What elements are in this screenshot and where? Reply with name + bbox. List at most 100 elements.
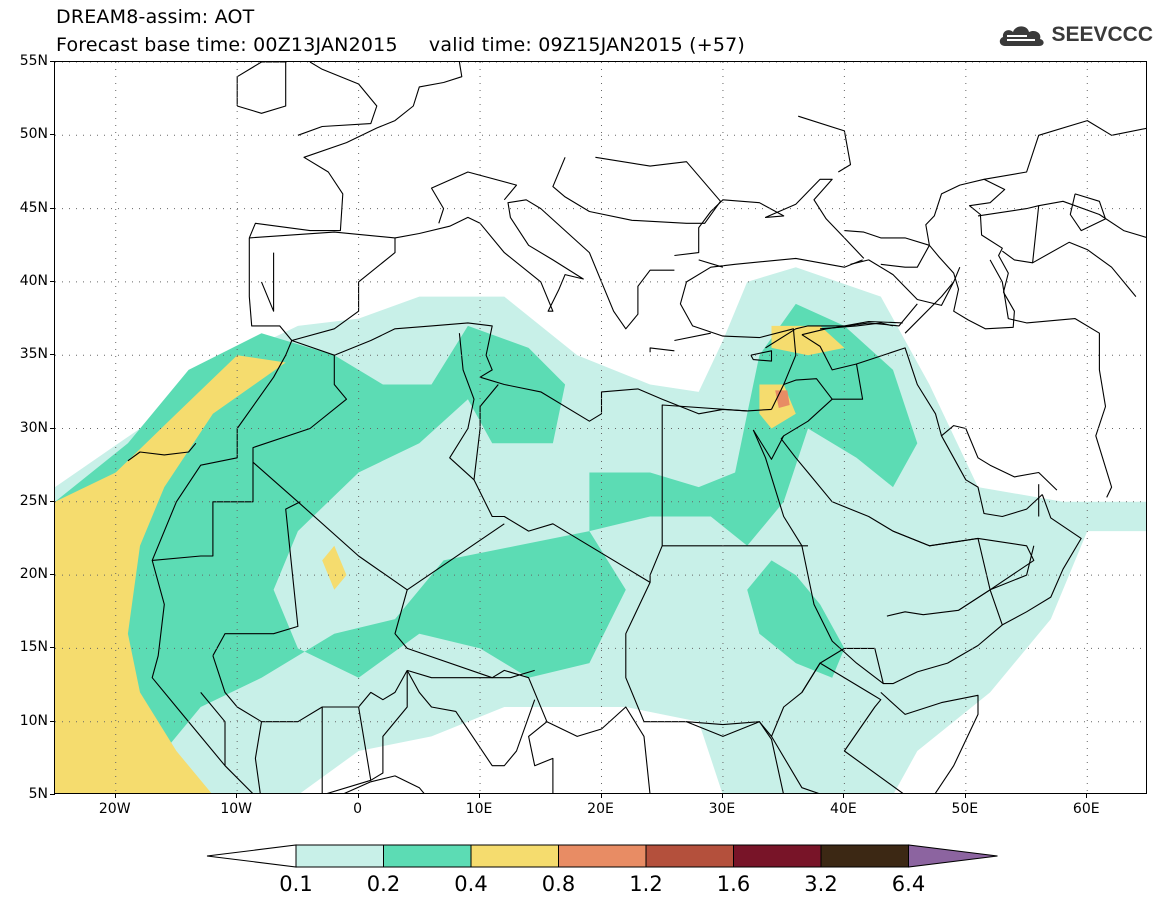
longitude-tick [236, 793, 238, 798]
boundary-line [686, 721, 784, 793]
boundary-line [844, 230, 930, 246]
aot-contour-region [747, 560, 845, 678]
longitude-tick [843, 793, 845, 798]
boundary-line [752, 429, 785, 460]
latitude-tick-label: 15N [19, 639, 48, 656]
boundary-line [771, 736, 820, 793]
boundary-line [983, 120, 1146, 180]
boundary-line [674, 332, 711, 342]
latitude-tick-label: 40N [19, 272, 48, 289]
colorbar-segment [295, 844, 384, 868]
longitude-tick-label: 0 [353, 801, 363, 817]
boundary-line [473, 384, 651, 583]
boundary-line [880, 691, 979, 793]
boundary-line [297, 62, 378, 136]
latitude-tick [50, 427, 55, 429]
boundary-line [880, 245, 930, 268]
chart-title: DREAM8-assim: AOT [56, 6, 255, 28]
latitude-tick-label: 20N [19, 566, 48, 583]
boundary-line [661, 404, 808, 547]
boundary-line [151, 340, 293, 793]
latitude-tick-label: 55N [19, 53, 48, 69]
boundary-line [212, 501, 301, 656]
latitude-tick-label: 45N [19, 199, 48, 216]
aot-contour-region [55, 325, 626, 793]
longitude-tick [114, 793, 116, 798]
boundary-line [625, 545, 845, 737]
longitude-tick [600, 793, 602, 798]
gridlines [55, 62, 1146, 793]
latitude-tick-label: 50N [19, 126, 48, 143]
cloud-icon [1000, 26, 1045, 46]
aot-contour-region [55, 355, 286, 793]
boundary-line [674, 178, 865, 259]
latitude-tick [50, 134, 55, 136]
longitude-tick [357, 793, 359, 798]
colorbar-level-label: 0.2 [366, 872, 401, 896]
boundary-line [394, 199, 675, 330]
longitude-tick-label: 50E [951, 801, 979, 817]
forecast-times: Forecast base time: 00Z13JAN2015 valid t… [56, 34, 746, 56]
latitude-tick-label: 5N [28, 786, 48, 802]
longitude-tick-label: 60E [1072, 801, 1100, 817]
boundary-line [1069, 193, 1107, 232]
boundary-line [904, 281, 955, 334]
aot-contour-region [589, 303, 918, 546]
boundary-line [449, 333, 475, 481]
colorbar-segment [470, 844, 559, 868]
boundary-line [798, 115, 852, 173]
colorbar-low-extension [206, 844, 297, 868]
boundary-line [649, 347, 675, 353]
boundary-line [1038, 200, 1146, 238]
boundary-line [248, 62, 463, 239]
boundary-line [127, 442, 197, 462]
latitude-tick [50, 207, 55, 209]
longitude-tick-label: 30E [708, 801, 736, 817]
longitude-tick [721, 793, 723, 798]
boundary-line [407, 669, 535, 679]
logo-text: SEEVCCC [1051, 23, 1153, 46]
boundary-line [260, 252, 275, 312]
boundary-line [765, 320, 903, 349]
boundary-line [321, 670, 408, 793]
boundary-line [977, 205, 1040, 264]
boundary-line [783, 334, 864, 400]
colorbar-segment [820, 844, 909, 868]
boundary-line [856, 347, 943, 436]
colorbar-segment [645, 844, 734, 868]
aot-contour-region [322, 545, 347, 590]
colorbar-level-label: 1.6 [716, 872, 751, 896]
colorbar-segment [383, 844, 472, 868]
boundary-line [820, 322, 894, 330]
boundary-line [552, 156, 722, 224]
boundary-line [801, 303, 918, 336]
latitude-tick [50, 354, 55, 356]
latitude-tick [50, 280, 55, 282]
aot-field [55, 267, 1146, 793]
boundary-line [801, 662, 904, 793]
boundary-line [254, 721, 263, 793]
boundary-line [406, 523, 505, 591]
longitude-tick [1086, 793, 1088, 798]
colorbar-level-label: 3.2 [804, 872, 838, 896]
boundary-line [886, 530, 991, 617]
boundary-line [236, 62, 287, 114]
colorbar [206, 844, 998, 868]
boundary-line [989, 259, 1113, 498]
longitude-tick-label: 10W [220, 801, 252, 817]
coastlines-borders [127, 62, 1146, 793]
colorbar-level-label: 0.1 [279, 872, 313, 896]
latitude-tick [50, 61, 55, 62]
seevccc-logo: SEEVCCC [997, 20, 1153, 50]
latitude-tick [50, 794, 55, 795]
boundary-line [679, 257, 863, 410]
boundary-line [925, 178, 1015, 330]
longitude-tick [964, 793, 966, 798]
boundary-line [546, 706, 651, 793]
boundary-line [252, 461, 554, 793]
colorbar-high-extension [908, 844, 998, 868]
boundary-line [406, 670, 536, 767]
latitude-tick-label: 25N [19, 492, 48, 509]
boundary-line [989, 545, 1035, 626]
longitude-tick-label: 10E [465, 801, 493, 817]
